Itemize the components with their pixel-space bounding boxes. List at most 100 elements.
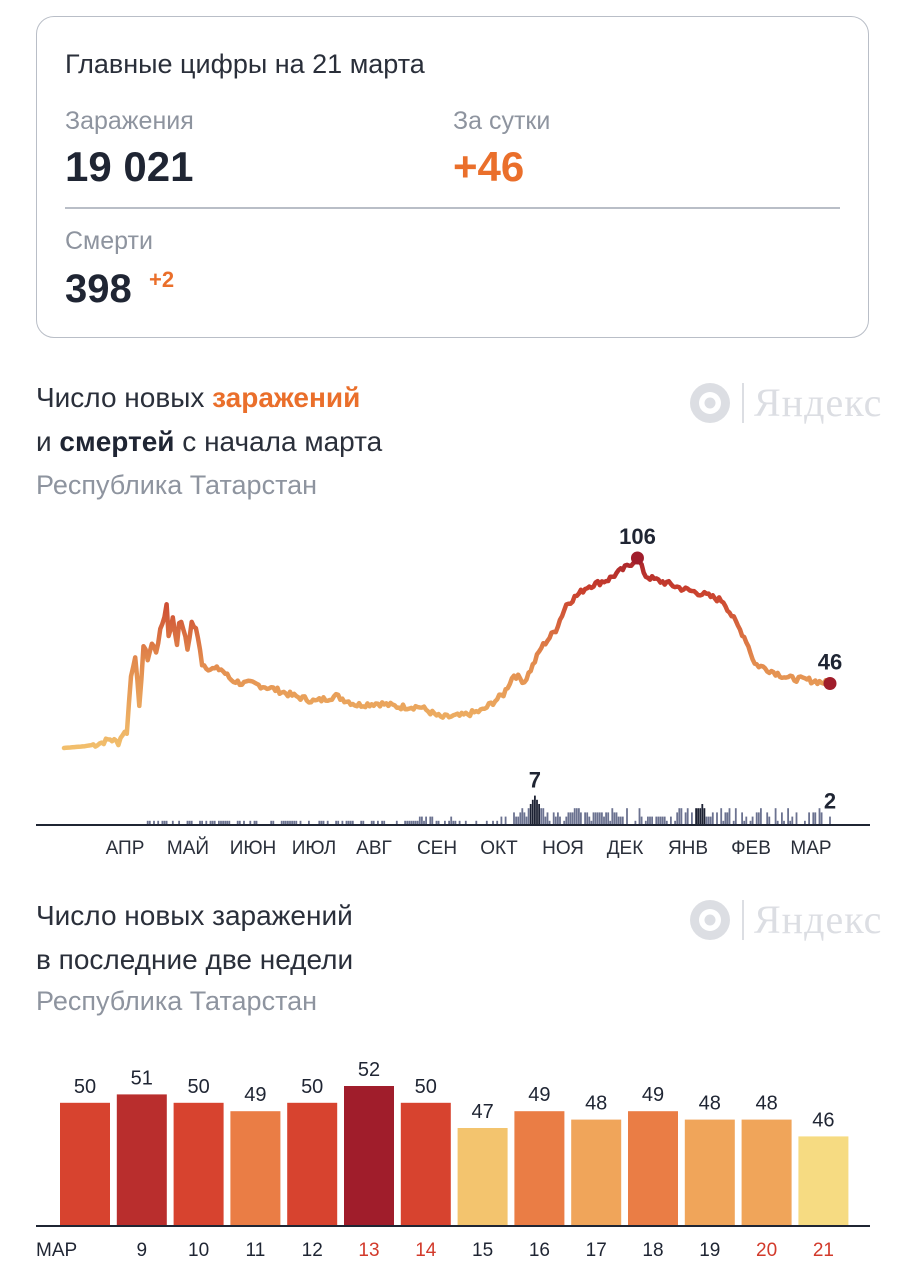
- death-bar: [617, 816, 620, 825]
- death-bar: [598, 812, 601, 825]
- death-bar: [569, 812, 572, 825]
- death-bar: [768, 816, 771, 825]
- day-tick-label: 10: [188, 1240, 209, 1261]
- death-bar: [377, 820, 379, 825]
- death-bar: [757, 812, 760, 825]
- death-bar: [601, 812, 603, 825]
- chart1-title-part: и: [36, 426, 60, 457]
- death-bar: [291, 820, 293, 825]
- death-bar: [619, 816, 622, 825]
- death-bar: [421, 816, 423, 825]
- death-bar: [282, 820, 285, 825]
- death-bar: [372, 820, 375, 825]
- death-bar: [425, 816, 427, 825]
- death-bar: [243, 820, 245, 825]
- death-bar: [527, 808, 530, 825]
- death-bar: [295, 820, 298, 825]
- death-bar: [163, 820, 166, 825]
- death-bar: [538, 804, 540, 825]
- death-bar: [734, 808, 737, 825]
- death-bar: [450, 816, 453, 825]
- death-bar: [808, 812, 810, 825]
- death-bar: [222, 820, 224, 825]
- death-bar: [697, 808, 699, 825]
- death-bar: [308, 820, 310, 825]
- death-bar: [640, 816, 643, 825]
- death-bar: [728, 808, 731, 825]
- month-tick-label: ФЕВ: [731, 838, 771, 859]
- bar-value-label: 52: [358, 1059, 380, 1081]
- chart2-title: Число новых заражений в последние две не…: [36, 894, 353, 982]
- day-tick-label: 14: [415, 1240, 437, 1261]
- bar-value-label: 46: [812, 1109, 834, 1131]
- death-bar: [404, 820, 406, 825]
- last-value-label: 46: [818, 649, 842, 674]
- bar: [287, 1102, 338, 1226]
- death-bar: [253, 820, 256, 825]
- death-bar: [448, 820, 450, 825]
- death-bar: [749, 820, 752, 825]
- death-bar: [726, 812, 729, 825]
- logo-word: Яндекс: [754, 897, 883, 942]
- bar: [457, 1128, 508, 1226]
- death-bar: [776, 820, 779, 825]
- death-bar: [238, 820, 241, 825]
- last-marker: [823, 676, 837, 690]
- death-bar: [408, 820, 411, 825]
- death-bar: [760, 808, 762, 825]
- death-bar: [670, 816, 672, 825]
- death-bar: [418, 816, 421, 825]
- death-bar: [201, 820, 203, 825]
- death-bar: [381, 820, 383, 825]
- death-bar: [638, 808, 641, 825]
- death-bar: [626, 808, 628, 825]
- death-bar: [594, 812, 597, 825]
- month-tick-label: НОЯ: [542, 838, 584, 859]
- month-tick-label: МАЙ: [167, 837, 209, 859]
- death-bar: [349, 820, 352, 825]
- death-bar: [613, 812, 616, 825]
- death-bar: [615, 812, 618, 825]
- death-bar: [335, 820, 337, 825]
- death-bar: [720, 808, 723, 825]
- death-bar: [209, 820, 212, 825]
- death-bar: [575, 808, 578, 825]
- bar-value-label: 50: [301, 1076, 323, 1098]
- death-bar: [322, 820, 325, 825]
- death-bar: [236, 820, 239, 825]
- month-tick-label: ИЮН: [230, 838, 277, 859]
- infections-deaths-chart: 106 46 7 2 АПР МАЙ ИЮН ИЮЛ АВГ СЕН ОКТ НОЯ ДЕК ЯН…: [36, 524, 870, 859]
- death-bar: [644, 820, 647, 825]
- death-bar: [605, 812, 607, 825]
- bar: [514, 1111, 565, 1226]
- death-bar: [647, 816, 649, 825]
- death-bar: [289, 820, 291, 825]
- death-bar: [732, 820, 735, 825]
- death-bar: [655, 816, 658, 825]
- day-tick-label: 19: [699, 1240, 720, 1261]
- death-bar: [464, 820, 467, 825]
- bar-value-label: 51: [131, 1067, 153, 1089]
- logo-separator: [742, 899, 744, 940]
- death-bar: [678, 808, 681, 825]
- bar: [798, 1136, 849, 1226]
- death-bar: [651, 816, 653, 825]
- chart2-region: Республика Татарстан: [36, 986, 318, 1016]
- bar: [628, 1111, 678, 1226]
- death-bar: [716, 812, 718, 825]
- death-bar: [546, 812, 549, 825]
- death-bar: [186, 820, 189, 825]
- death-bar: [607, 812, 610, 825]
- death-bar: [345, 820, 348, 825]
- death-bar: [370, 820, 373, 825]
- death-bar: [686, 808, 689, 825]
- bar: [60, 1102, 110, 1226]
- death-bar: [299, 820, 302, 825]
- death-bar: [249, 820, 252, 825]
- death-bar: [320, 820, 323, 825]
- infections-value: 19 021: [65, 143, 194, 190]
- month-tick-label: МАР: [790, 838, 831, 859]
- peak-marker: [630, 551, 644, 565]
- death-bar: [548, 820, 551, 825]
- deaths-delta: +2: [149, 267, 175, 292]
